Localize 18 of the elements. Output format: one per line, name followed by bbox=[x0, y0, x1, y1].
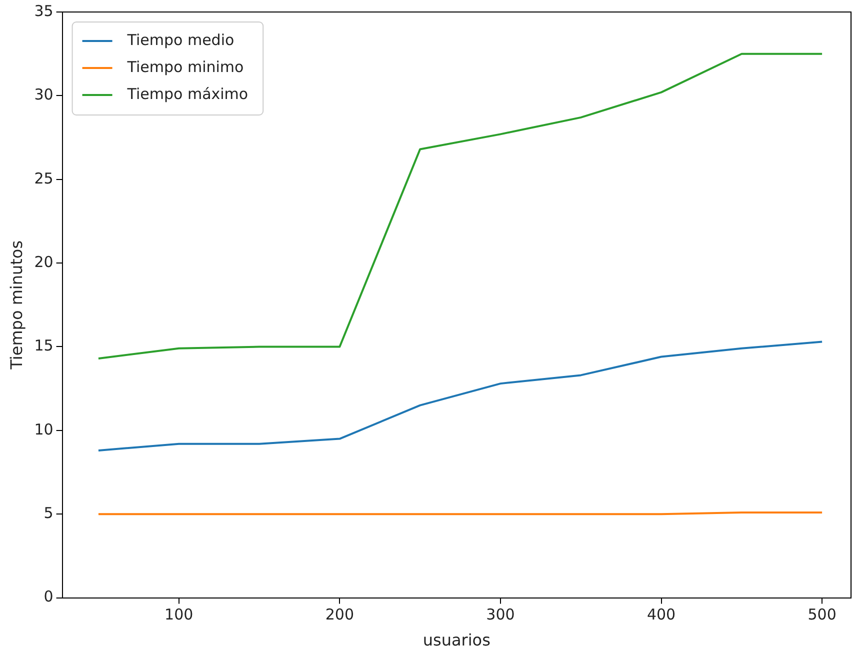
y-tick-label: 10 bbox=[34, 420, 54, 438]
y-tick-label: 0 bbox=[44, 588, 54, 606]
y-tick-label: 5 bbox=[44, 504, 54, 522]
x-tick-label: 100 bbox=[164, 606, 194, 624]
y-tick-label: 25 bbox=[34, 169, 54, 188]
x-tick-label: 500 bbox=[808, 606, 836, 624]
legend-label: Tiempo medio bbox=[126, 30, 234, 49]
y-tick-label: 20 bbox=[34, 252, 54, 271]
y-tick-label: 30 bbox=[34, 86, 54, 104]
x-tick-label: 200 bbox=[325, 606, 354, 624]
legend-label: Tiempo minimo bbox=[126, 58, 244, 76]
legend-label: Tiempo máximo bbox=[126, 84, 248, 103]
x-axis-title: usuarios bbox=[422, 630, 490, 650]
x-tick-label: 400 bbox=[646, 606, 676, 624]
y-tick-label: 35 bbox=[34, 2, 54, 20]
y-axis-title: Tiempo minutos bbox=[6, 240, 26, 370]
y-tick-label: 15 bbox=[34, 336, 54, 355]
x-tick-label: 300 bbox=[486, 606, 515, 624]
